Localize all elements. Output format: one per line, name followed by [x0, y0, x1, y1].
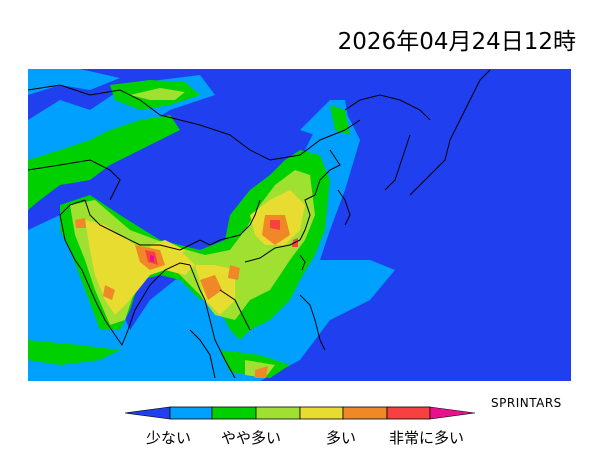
forecast-datetime-title: 2026年04月24日12時 [337, 29, 576, 55]
legend-swatch-4 [299, 406, 344, 420]
legend-label-low: 少ない [146, 429, 192, 447]
sprintars-credit: SPRINTARS [491, 396, 562, 410]
legend-label-somewhat-high: やや多い [221, 429, 282, 447]
borders [28, 69, 491, 379]
legend-swatch-5 [342, 406, 388, 420]
legend-arrow-low [124, 406, 171, 420]
legend-label-high: 多い [326, 429, 357, 447]
legend-arrow-high [429, 406, 476, 420]
aerosol-map [28, 69, 571, 381]
legend-swatch-3 [255, 406, 301, 420]
legend-swatch-1 [169, 406, 213, 420]
color-legend-bar [124, 406, 476, 420]
legend-swatch-2 [211, 406, 257, 420]
level-extreme [150, 255, 154, 262]
legend-swatch-6 [386, 406, 431, 420]
legend-label-very-high: 非常に多い [389, 429, 465, 447]
